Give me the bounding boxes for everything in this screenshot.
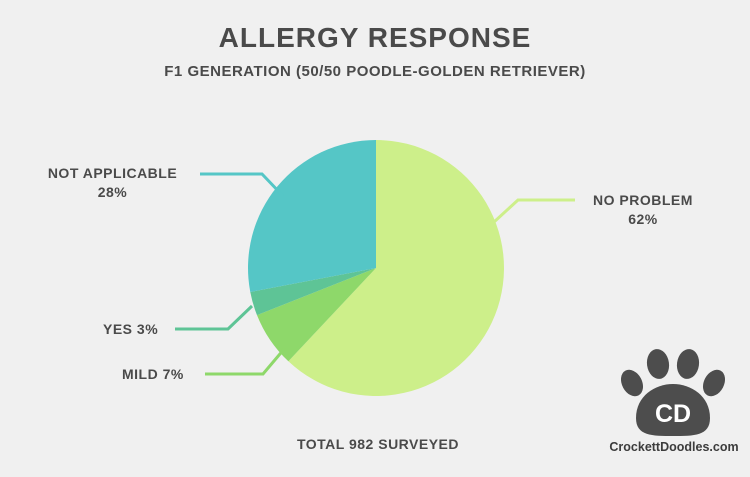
leader-line-no-problem <box>492 198 575 224</box>
brand-site: CrockettDoodles.com <box>609 440 739 454</box>
total-surveyed: TOTAL 982 SURVEYED <box>296 436 459 452</box>
pie-slice-not-applicable <box>248 140 376 292</box>
label-yes-name: YES <box>103 321 133 337</box>
label-mild-name: MILD <box>122 366 159 382</box>
leader-line-yes <box>175 304 254 331</box>
chart-subtitle: F1 GENERATION (50/50 POODLE-GOLDEN RETRI… <box>164 63 586 80</box>
pie-slice-yes <box>250 268 376 316</box>
label-no-problem-value: 62% <box>628 211 658 227</box>
paw-icon <box>620 349 726 436</box>
label-no-problem: NO PROBLEM 62% <box>588 191 698 229</box>
chart-title: ALLERGY RESPONSE <box>218 22 532 53</box>
label-not-applicable-value: 28% <box>97 184 128 200</box>
logo-text: CD <box>655 400 691 428</box>
label-mild-value: 7% <box>162 366 184 382</box>
label-no-problem-name: NO PROBLEM <box>593 192 693 208</box>
label-mild: MILD 7% <box>122 365 184 384</box>
leader-line-mild <box>205 347 287 376</box>
label-not-applicable: NOT APPLICABLE 28% <box>40 164 185 202</box>
label-yes: YES 3% <box>103 320 158 339</box>
label-yes-value: 3% <box>136 321 159 337</box>
pie-slice-no-problem <box>288 140 504 396</box>
leader-line-not-applicable <box>200 172 285 198</box>
label-not-applicable-name: NOT APPLICABLE <box>47 165 178 181</box>
pie-slice-mild <box>256 268 376 362</box>
